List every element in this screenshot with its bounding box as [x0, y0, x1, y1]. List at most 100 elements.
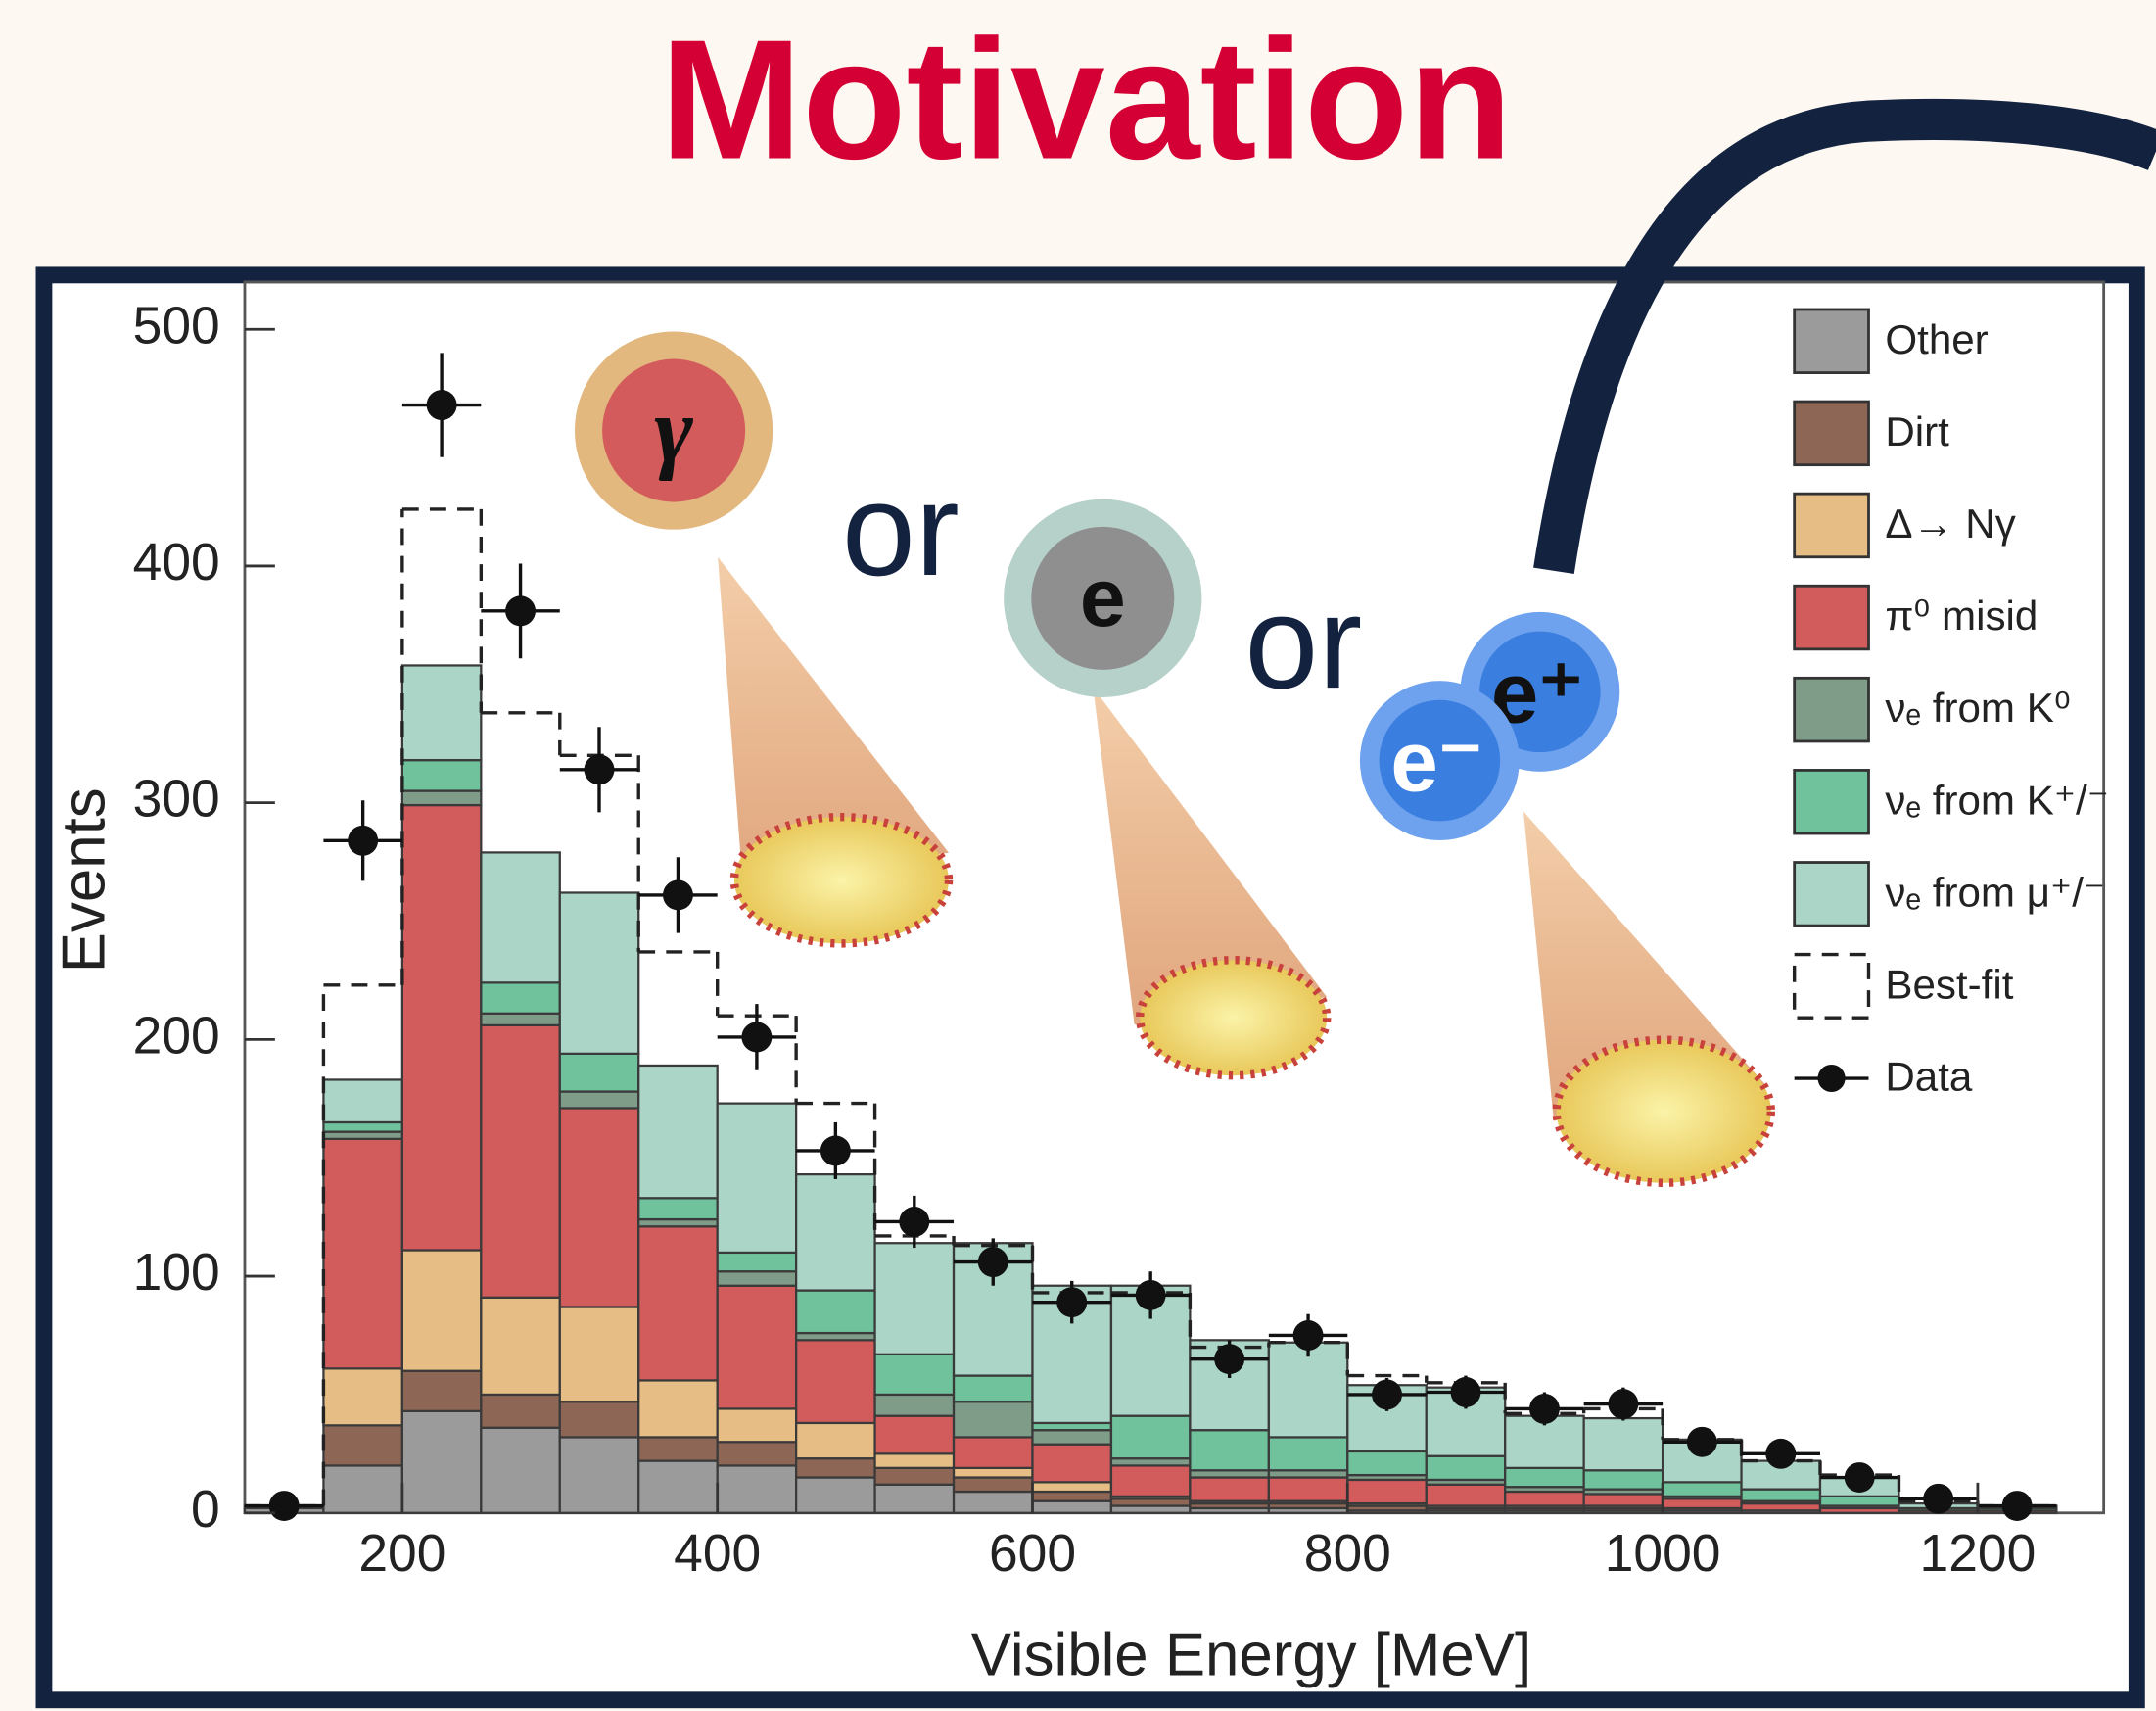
- bar-segment: [638, 1226, 717, 1380]
- bar-segment: [1032, 1482, 1110, 1492]
- bar-segment: [796, 1478, 874, 1513]
- y-tick-label: 200: [133, 1007, 220, 1065]
- data-point: [2002, 1491, 2033, 1521]
- bar-segment: [402, 665, 481, 760]
- y-tick-label: 0: [191, 1481, 220, 1539]
- legend-label: Other: [1885, 316, 1988, 362]
- bar-segment: [954, 1376, 1032, 1402]
- data-point: [820, 1136, 851, 1166]
- legend-label: Data: [1885, 1054, 1973, 1100]
- x-tick-label: 1200: [1920, 1525, 2037, 1583]
- or-label: or: [1244, 568, 1362, 716]
- data-point: [348, 826, 378, 856]
- x-tick-label: 200: [358, 1525, 445, 1583]
- bar-segment: [1347, 1451, 1426, 1475]
- x-tick-label: 800: [1304, 1525, 1391, 1583]
- bar-segment: [718, 1271, 796, 1286]
- bar-segment: [718, 1286, 796, 1409]
- bar-segment: [954, 1468, 1032, 1478]
- legend-swatch: [1795, 402, 1869, 465]
- bar-segment: [323, 1122, 401, 1132]
- bar-segment: [638, 1198, 717, 1219]
- page: {"slide_title": "Motivation", "annotatio…: [0, 0, 2156, 1711]
- bar-segment: [796, 1340, 874, 1423]
- bar-segment: [1427, 1485, 1505, 1506]
- bar-segment: [560, 1402, 638, 1437]
- bar-segment: [402, 805, 481, 1250]
- data-point: [1687, 1427, 1717, 1457]
- bar-segment: [402, 760, 481, 790]
- bar-segment: [1347, 1480, 1426, 1503]
- x-tick-label: 600: [989, 1525, 1076, 1583]
- y-tick-label: 500: [133, 297, 220, 355]
- bar-segment: [402, 1371, 481, 1411]
- bar-segment: [481, 982, 559, 1013]
- bar-segment: [1505, 1492, 1583, 1506]
- bar-segment: [796, 1291, 874, 1334]
- slide-title: Motivation: [660, 4, 1513, 195]
- bar-segment: [1663, 1498, 1741, 1508]
- data-point: [1845, 1462, 1875, 1493]
- bar-segment: [718, 1253, 796, 1271]
- bar-segment: [402, 791, 481, 806]
- data-point: [1451, 1377, 1481, 1407]
- ring: [734, 817, 949, 943]
- legend-label: Best-fit: [1885, 961, 2013, 1007]
- legend-label: Δ→ Nγ: [1885, 500, 2015, 547]
- legend-label: Dirt: [1885, 408, 1949, 454]
- bar-segment: [560, 892, 638, 1053]
- bar-segment: [1742, 1490, 1820, 1501]
- bar-segment: [481, 1395, 559, 1428]
- x-tick-label: 400: [674, 1525, 761, 1583]
- legend-label: νₑ from K⁺/⁻: [1885, 777, 2109, 823]
- legend-swatch: [1795, 678, 1869, 741]
- y-tick-label: 100: [133, 1244, 220, 1302]
- bar-segment: [1190, 1478, 1268, 1501]
- bar-segment: [638, 1380, 717, 1437]
- particle-label: e⁻: [1390, 714, 1482, 809]
- bar-segment: [1190, 1430, 1268, 1470]
- bar-segment: [1584, 1470, 1663, 1489]
- data-point: [1056, 1287, 1087, 1317]
- bar-segment: [718, 1465, 796, 1512]
- bar-segment: [954, 1437, 1032, 1467]
- bar-segment: [560, 1108, 638, 1307]
- bar-segment: [481, 1298, 559, 1395]
- bar-segment: [875, 1416, 954, 1454]
- data-point: [1608, 1389, 1638, 1419]
- legend-label: νₑ from μ⁺/⁻: [1885, 869, 2105, 915]
- particle-label: e: [1080, 551, 1126, 643]
- data-point: [1136, 1280, 1166, 1310]
- or-label: or: [842, 455, 960, 603]
- bar-segment: [718, 1408, 796, 1442]
- bar-segment: [875, 1485, 954, 1513]
- bar-segment: [875, 1395, 954, 1416]
- bar-segment: [323, 1425, 401, 1465]
- bar-segment: [875, 1468, 954, 1485]
- bar-segment: [402, 1250, 481, 1370]
- bar-segment: [323, 1139, 401, 1368]
- bar-segment: [560, 1437, 638, 1512]
- bar-segment: [481, 1428, 559, 1513]
- bar-segment: [638, 1066, 717, 1198]
- data-point: [1372, 1379, 1402, 1409]
- legend-label: νₑ from K⁰: [1885, 685, 2070, 731]
- data-point: [663, 879, 693, 910]
- ring: [1140, 960, 1327, 1075]
- bar-segment: [323, 1368, 401, 1425]
- bar-segment: [875, 1453, 954, 1468]
- bar-segment: [323, 1465, 401, 1512]
- bar-segment: [954, 1402, 1032, 1437]
- data-point: [1529, 1394, 1560, 1424]
- bar-segment: [1032, 1492, 1110, 1501]
- data-point: [505, 595, 536, 626]
- bar-segment: [875, 1355, 954, 1395]
- bar-segment: [1111, 1416, 1190, 1459]
- data-point: [978, 1247, 1008, 1277]
- bar-segment: [718, 1442, 796, 1465]
- ring: [1557, 1040, 1771, 1183]
- data-point: [899, 1207, 929, 1237]
- bar-segment: [1505, 1468, 1583, 1487]
- legend-marker: [1818, 1065, 1846, 1092]
- data-point: [1214, 1344, 1244, 1374]
